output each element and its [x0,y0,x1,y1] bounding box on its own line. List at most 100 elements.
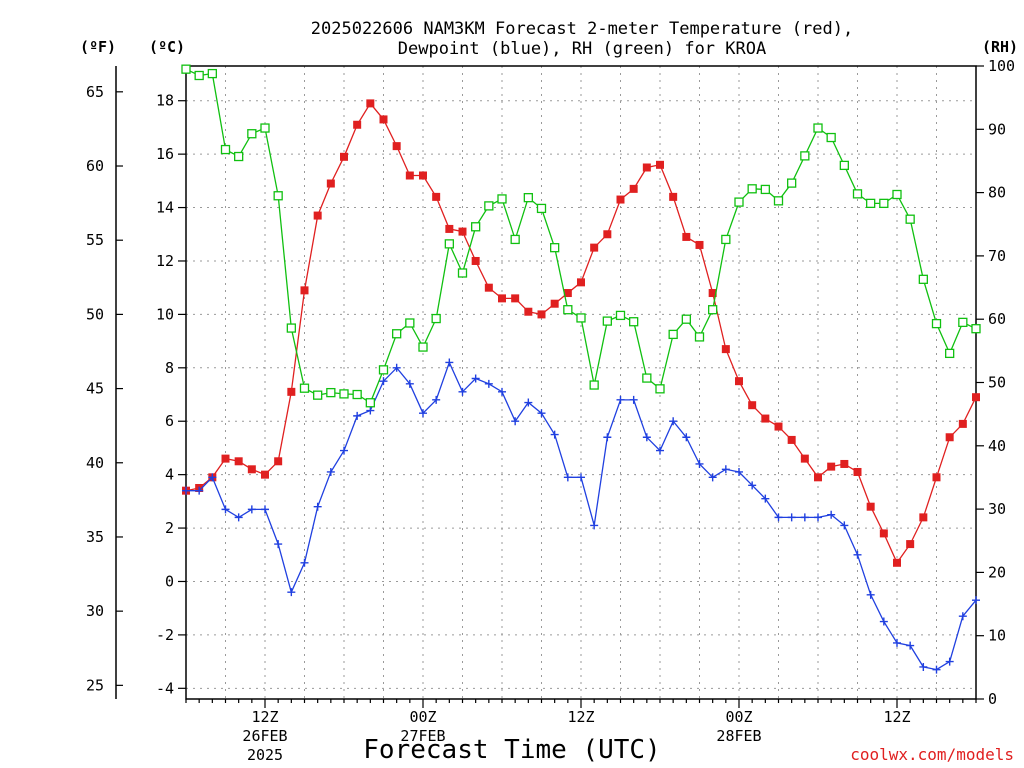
rh-point [352,389,362,400]
celsius-tick-label: 2 [165,519,174,537]
rh-tick-label: 60 [988,310,1006,328]
dewpoint-point [419,409,427,418]
fahrenheit-tick-label: 35 [86,528,104,546]
celsius-tick-label: 4 [165,466,174,484]
temperature-point [247,465,256,474]
temperature-point [577,278,585,287]
rh-point [839,160,849,171]
temperature-point [432,192,441,201]
rh-point [879,198,889,209]
rh-series [181,64,981,408]
rh-point [958,317,968,328]
fahrenheit-tick-label: 55 [86,231,104,249]
x-tick-label-date: 27FEB [400,727,445,745]
temperature-point [853,467,862,476]
dewpoint-point [761,494,770,503]
fahrenheit-tick-label: 25 [86,676,104,694]
celsius-tick-label: 12 [156,252,174,270]
dewpoint-point [405,379,414,388]
dewpoint-point [261,505,269,514]
dewpoint-point [893,638,901,647]
dewpoint-point [919,662,928,671]
dewpoint-point [840,521,849,530]
rh-point [194,70,204,81]
temperature-point [669,192,678,201]
rh-point [576,313,586,323]
temperature-point [893,558,901,567]
dewpoint-point [326,467,335,476]
dewpoint-point [958,612,967,621]
temperature-point [721,345,730,354]
chart-title-line-2: Dewpoint (blue), RH (green) for KROA [398,39,766,59]
dewpoint-point [379,377,388,386]
rh-tick-label: 40 [988,437,1006,455]
rh-point [247,129,257,139]
rh-point [273,191,283,201]
celsius-tick-label: 14 [156,199,174,217]
temperature-point [353,120,362,129]
celsius-unit-label: (ºC) [149,38,185,56]
temperature-point [708,289,717,298]
rh-point [326,387,336,398]
temperature-point [682,232,691,241]
rh-point [339,389,349,399]
rh-point [523,193,533,203]
dewpoint-point [708,473,717,482]
temperature-point [366,99,375,108]
rh-point [484,201,494,211]
temperature-series [182,99,980,567]
temperature-point [313,211,322,220]
rh-point [536,203,547,214]
temperature-point [761,414,770,423]
dewpoint-line [186,360,977,671]
rh-point [234,151,244,162]
rh-point [866,198,876,209]
dewpoint-point [287,588,296,597]
temperature-point [234,457,243,466]
temperature-point [906,540,915,549]
fahrenheit-unit-label: (ºF) [80,38,116,56]
dewpoint-point [800,513,809,522]
dewpoint-point [853,550,862,559]
rh-point [642,373,652,383]
rh-point [392,329,402,339]
dewpoint-point [274,540,283,549]
dewpoint-point [603,433,612,442]
temperature-point [471,256,480,265]
rh-point [681,314,691,324]
rh-tick-label: 100 [988,57,1015,75]
temperature-point [879,529,888,538]
fahrenheit-tick-label: 65 [86,83,104,101]
dewpoint-point [484,379,493,388]
fahrenheit-tick-label: 45 [86,380,104,398]
gridlines [186,66,976,699]
rh-point [892,189,902,200]
temperature-point [458,227,467,236]
dewpoint-point [866,590,875,599]
celsius-tick-label: -4 [156,679,174,697]
rh-point [760,184,770,195]
rh-point [550,243,560,253]
temperature-point [484,283,493,292]
dewpoint-point [221,505,230,514]
celsius-tick-label: 6 [165,412,174,430]
rh-tick-label: 10 [988,627,1006,645]
temperature-point [800,454,809,463]
rh-point [747,184,757,194]
dewpoint-point [471,374,480,383]
temperature-point [287,387,296,396]
temperature-point [498,294,506,303]
temperature-point [563,289,572,298]
dewpoint-point [498,387,506,396]
dewpoint-point [208,473,217,482]
data-series [181,64,981,674]
rh-tick-label: 70 [988,247,1006,265]
rh-point [694,332,705,342]
dewpoint-point [247,505,256,514]
dewpoint-point [590,521,599,530]
temperature-point [392,142,401,151]
dewpoint-point [972,596,980,605]
rh-point [418,342,428,352]
rh-tick-label: 30 [988,500,1006,518]
temperature-point [945,433,954,442]
